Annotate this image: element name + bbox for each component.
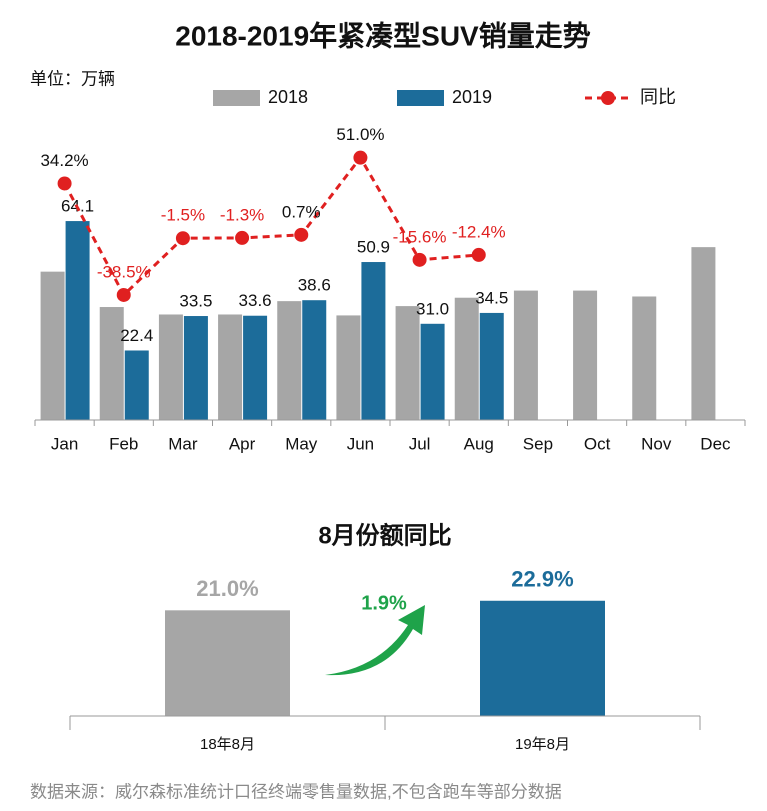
data-label: 33.6 — [239, 291, 272, 310]
data-label: 51.0% — [336, 125, 384, 144]
line-marker — [57, 176, 72, 191]
bar — [336, 315, 361, 420]
line-marker — [116, 287, 131, 302]
bar — [99, 307, 124, 420]
data-label: 38.6 — [298, 276, 331, 295]
data-label: -15.6% — [393, 227, 447, 246]
x-tick-label: Feb — [109, 434, 138, 453]
bar — [691, 247, 716, 420]
bar — [573, 290, 598, 420]
data-label: 22.4 — [120, 326, 153, 345]
data-label: -1.3% — [220, 205, 264, 224]
data-label: 31.0 — [416, 299, 449, 318]
x-tick-label: Aug — [464, 434, 494, 453]
legend-label: 2019 — [452, 87, 492, 107]
x-tick-label: Mar — [168, 434, 198, 453]
x-tick-label: Sep — [523, 434, 553, 453]
bar — [183, 316, 208, 420]
bar — [124, 350, 149, 420]
data-label: -38.5% — [97, 262, 151, 281]
x-tick-label: Nov — [641, 434, 672, 453]
bar — [395, 306, 420, 420]
legend-label: 同比 — [640, 87, 676, 107]
source-note: 数据来源：威尔森标准统计口径终端零售量数据,不包含跑车等部分数据 — [30, 782, 562, 801]
chart-title: 2018-2019年紧凑型SUV销量走势 — [175, 19, 590, 51]
chart-title: 8月份额同比 — [318, 522, 451, 549]
bar — [420, 323, 445, 420]
bar — [632, 296, 657, 420]
data-label: 21.0% — [196, 576, 258, 601]
bar — [218, 314, 243, 420]
bar — [454, 297, 479, 420]
data-label: 0.7% — [282, 202, 321, 221]
data-label: 34.2% — [40, 151, 88, 170]
bar — [513, 290, 538, 420]
unit-label: 单位：万辆 — [30, 69, 115, 88]
bar — [277, 301, 302, 420]
data-label: 22.9% — [511, 567, 573, 592]
line — [63, 154, 479, 298]
x-tick-label: Apr — [229, 434, 256, 453]
bar — [361, 262, 386, 420]
bar — [479, 312, 504, 420]
legend-swatch — [397, 90, 444, 106]
x-tick-label: Dec — [700, 434, 731, 453]
line-marker — [235, 230, 250, 245]
bar — [165, 610, 290, 716]
x-tick-label: 18年8月 — [200, 736, 255, 753]
x-tick-label: Jun — [347, 434, 374, 453]
bar — [65, 221, 90, 420]
legend-label: 2018 — [268, 87, 308, 107]
data-label: 50.9 — [357, 238, 390, 257]
x-tick-label: Oct — [584, 434, 611, 453]
annotation: 1.9% — [361, 592, 407, 614]
data-label: 34.5 — [475, 288, 508, 307]
bar — [158, 314, 183, 420]
x-tick-label: May — [285, 434, 318, 453]
legend-swatch — [213, 90, 260, 106]
data-label: -12.4% — [452, 222, 506, 241]
arrow — [325, 605, 425, 676]
legend-marker — [601, 91, 615, 105]
line-marker — [412, 252, 427, 267]
bar — [40, 271, 65, 420]
x-tick-label: Jul — [409, 434, 431, 453]
line-marker — [471, 247, 486, 262]
bar — [302, 300, 327, 420]
line-marker — [175, 231, 190, 246]
bar — [480, 600, 605, 716]
line-marker — [353, 150, 368, 165]
data-label: -1.5% — [161, 206, 205, 225]
line-marker — [294, 227, 309, 242]
x-tick-label: 19年8月 — [515, 736, 570, 753]
data-label: 33.5 — [179, 292, 212, 311]
x-tick-label: Jan — [51, 434, 78, 453]
bar — [243, 315, 268, 420]
